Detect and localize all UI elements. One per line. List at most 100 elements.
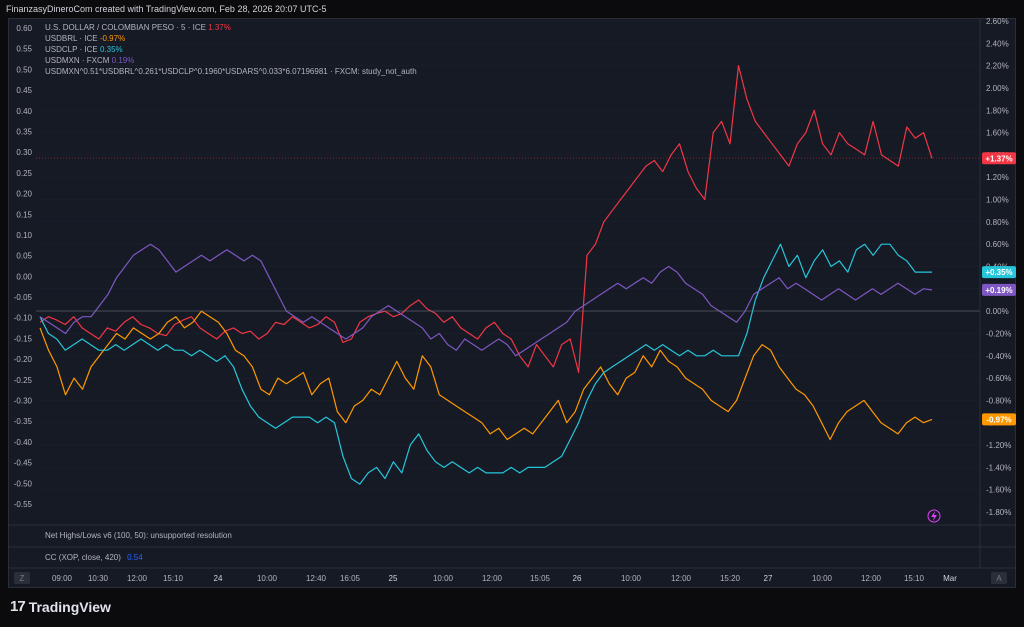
right-tick-label: 1.00% bbox=[986, 196, 1009, 205]
left-tick-label: -0.45 bbox=[14, 459, 33, 468]
legend-item[interactable]: U.S. DOLLAR / COLOMBIAN PESO · 5 · ICE 1… bbox=[45, 22, 417, 33]
brand-name: TradingView bbox=[28, 598, 111, 615]
right-tick-label: 1.60% bbox=[986, 129, 1009, 138]
lightning-icon[interactable] bbox=[927, 509, 941, 523]
left-tick-label: 0.40 bbox=[16, 107, 32, 116]
x-tick-label: 10:30 bbox=[88, 574, 109, 583]
divider-lines bbox=[9, 18, 1016, 569]
legend-label: USDBRL · ICE bbox=[45, 34, 98, 43]
legend-label: U.S. DOLLAR / COLOMBIAN PESO · 5 · ICE bbox=[45, 23, 206, 32]
left-tick-label: 0.55 bbox=[16, 45, 32, 54]
left-tick-label: 0.30 bbox=[16, 148, 32, 157]
right-tick-label: -0.40% bbox=[986, 352, 1011, 361]
x-tick-label: 12:00 bbox=[482, 574, 503, 583]
right-tick-label: 2.40% bbox=[986, 39, 1009, 48]
right-tick-label: 0.60% bbox=[986, 240, 1009, 249]
x-tick-label: 26 bbox=[573, 574, 582, 583]
left-tick-label: -0.40 bbox=[14, 438, 33, 447]
legend-label: USDMXN^0.51*USDBRL^0.261*USDCLP^0.1960*U… bbox=[45, 67, 417, 76]
legend-change: -0.97% bbox=[97, 34, 126, 43]
right-tick-label: 0.00% bbox=[986, 307, 1009, 316]
x-tick-label: 12:00 bbox=[127, 574, 148, 583]
scroll-right-label: A bbox=[996, 574, 1002, 583]
x-tick-label: 10:00 bbox=[433, 574, 454, 583]
legend-change: 1.37% bbox=[205, 23, 231, 32]
left-tick-label: -0.25 bbox=[14, 376, 33, 385]
right-tick-label: 2.20% bbox=[986, 62, 1009, 71]
cc-value: 0.54 bbox=[127, 553, 143, 562]
x-tick-label: 12:00 bbox=[861, 574, 882, 583]
right-tick-label: -0.20% bbox=[986, 329, 1011, 338]
series-line bbox=[39, 243, 933, 357]
last-price-labels: +1.37% +0.35% +0.19% -0.97% bbox=[982, 152, 1016, 426]
left-tick-label: -0.30 bbox=[14, 397, 33, 406]
right-tick-label: 0.80% bbox=[986, 218, 1009, 227]
net-highs-indicator[interactable]: Net Highs/Lows v6 (100, 50): unsupported… bbox=[45, 531, 232, 540]
legend: U.S. DOLLAR / COLOMBIAN PESO · 5 · ICE 1… bbox=[45, 22, 417, 77]
x-tick-label: 24 bbox=[214, 574, 223, 583]
x-tick-label: 15:20 bbox=[720, 574, 741, 583]
cc-label: CC (XOP, close, 420) bbox=[45, 553, 121, 562]
right-tick-label: -1.60% bbox=[986, 486, 1011, 495]
price-tag-bg bbox=[982, 283, 1016, 296]
x-tick-label: 12:00 bbox=[671, 574, 692, 583]
right-tick-label: 1.20% bbox=[986, 173, 1009, 182]
x-tick-label: 10:00 bbox=[812, 574, 833, 583]
right-tick-label: -0.60% bbox=[986, 374, 1011, 383]
x-tick-label: 09:00 bbox=[52, 574, 73, 583]
scroll-left-button[interactable]: Z bbox=[14, 572, 30, 584]
left-tick-label: 0.60 bbox=[16, 24, 32, 33]
left-tick-label: -0.05 bbox=[14, 293, 33, 302]
scroll-left-label: Z bbox=[20, 574, 25, 583]
series-line bbox=[39, 310, 933, 441]
price-tag-label: +0.19% bbox=[985, 286, 1012, 295]
right-tick-label: 1.80% bbox=[986, 106, 1009, 115]
right-tick-label: 2.60% bbox=[986, 17, 1009, 26]
x-tick-label: 16:05 bbox=[340, 574, 361, 583]
left-tick-label: 0.00 bbox=[16, 272, 32, 281]
right-tick-label: -1.40% bbox=[986, 463, 1011, 472]
left-tick-label: -0.10 bbox=[14, 314, 33, 323]
right-tick-label: -0.80% bbox=[986, 396, 1011, 405]
legend-label: USDMXN · FXCM bbox=[45, 56, 110, 65]
legend-change: 0.35% bbox=[97, 45, 123, 54]
tradingview-brand[interactable]: 17 TradingView bbox=[10, 598, 111, 615]
left-tick-label: 0.15 bbox=[16, 210, 32, 219]
price-tag-bg bbox=[982, 152, 1016, 165]
chart-panel bbox=[8, 18, 1016, 588]
grid bbox=[36, 20, 980, 513]
left-tick-label: 0.35 bbox=[16, 127, 32, 136]
x-tick-label: 15:05 bbox=[530, 574, 551, 583]
left-tick-label: -0.15 bbox=[14, 334, 33, 343]
x-tick-label: 27 bbox=[764, 574, 773, 583]
left-tick-label: 0.50 bbox=[16, 65, 32, 74]
price-tag-label: +1.37% bbox=[985, 154, 1012, 163]
price-tag-label: +0.35% bbox=[985, 268, 1012, 277]
legend-item[interactable]: USDBRL · ICE -0.97% bbox=[45, 33, 417, 44]
scroll-right-button[interactable]: A bbox=[991, 572, 1007, 584]
x-tick-label: Mar bbox=[943, 574, 957, 583]
left-tick-label: -0.35 bbox=[14, 417, 33, 426]
left-tick-label: 0.10 bbox=[16, 231, 32, 240]
legend-item[interactable]: USDCLP · ICE 0.35% bbox=[45, 44, 417, 55]
price-tag-label: -0.97% bbox=[986, 415, 1011, 424]
x-axis: 09:00 10:30 12:00 15:10 24 10:00 12:40 16:05 25 1… bbox=[52, 574, 957, 583]
net-highs-label: Net Highs/Lows v6 (100, 50): unsupported… bbox=[45, 531, 232, 540]
right-tick-label: -1.80% bbox=[986, 508, 1011, 517]
right-tick-label: 2.00% bbox=[986, 84, 1009, 93]
x-tick-label: 15:10 bbox=[904, 574, 925, 583]
legend-label: USDCLP · ICE bbox=[45, 45, 98, 54]
legend-item[interactable]: USDMXN^0.51*USDBRL^0.261*USDCLP^0.1960*U… bbox=[45, 66, 417, 77]
left-axis: 0.60 0.55 0.50 0.45 0.40 0.35 0.30 0.25 0.20 0.15… bbox=[14, 24, 33, 509]
legend-item[interactable]: USDMXN · FXCM 0.19% bbox=[45, 55, 417, 66]
series-line bbox=[39, 64, 933, 374]
cc-indicator[interactable]: CC (XOP, close, 420) 0.54 bbox=[45, 553, 143, 562]
chart-header: FinanzasyDineroCom created with TradingV… bbox=[6, 4, 327, 14]
series-line bbox=[39, 243, 932, 485]
price-tag-bg bbox=[982, 266, 1016, 279]
x-tick-label: 12:40 bbox=[306, 574, 327, 583]
left-tick-label: 0.45 bbox=[16, 86, 32, 95]
x-tick-label: 15:10 bbox=[163, 574, 184, 583]
left-tick-label: 0.20 bbox=[16, 190, 32, 199]
